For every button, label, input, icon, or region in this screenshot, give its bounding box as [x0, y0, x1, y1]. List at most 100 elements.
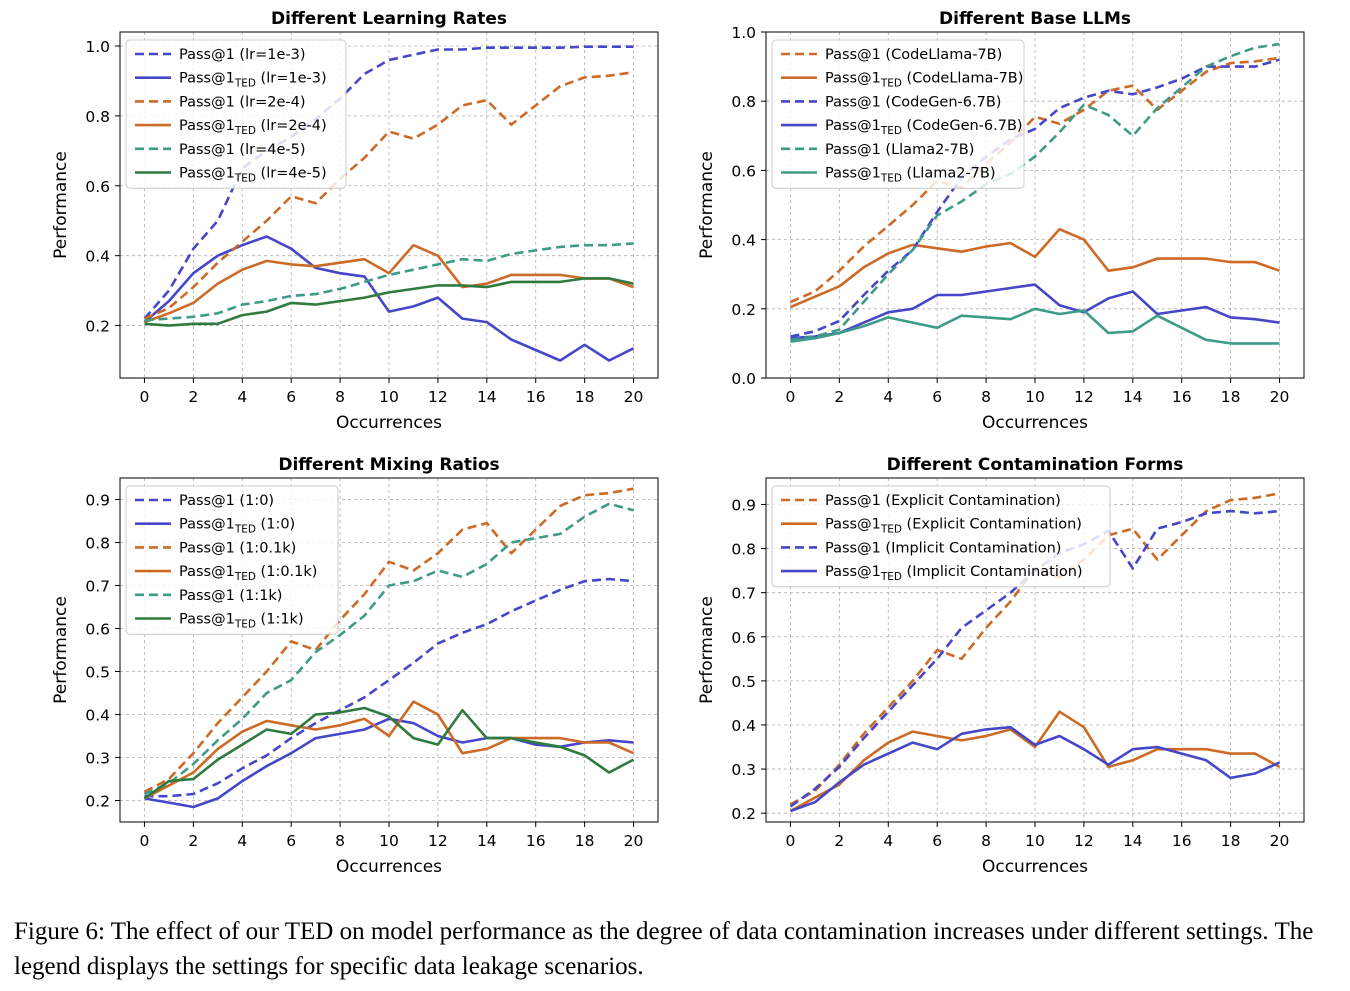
y-tick-label: 0.5 [731, 673, 756, 691]
plot-frame [119, 31, 659, 379]
x-tick-label: 4 [237, 832, 247, 850]
x-tick-label: 10 [379, 832, 399, 850]
x-tick-label: 4 [883, 388, 893, 406]
series-line-6 [790, 307, 1280, 345]
x-tick-label: 0 [140, 832, 150, 850]
y-tick-label: 0.2 [731, 805, 756, 823]
series-line-4 [790, 283, 1280, 340]
legend-label: Pass@1 (lr=1e-3) [179, 47, 305, 63]
y-axis-label: Performance [697, 151, 717, 259]
x-tick-label: 10 [379, 388, 399, 406]
x-tick-label: 20 [624, 388, 644, 406]
y-tick-label: 0.2 [85, 793, 110, 811]
legend-box [125, 39, 347, 189]
figure-caption: Figure 6: The effect of our TED on model… [14, 918, 1314, 980]
y-tick-label: 0.8 [731, 93, 756, 111]
x-tick-label: 14 [1123, 832, 1143, 850]
legend-label: Pass@1 (CodeGen-6.7B) [825, 94, 1001, 110]
x-tick-label: 12 [428, 832, 448, 850]
y-tick-label: 0.6 [731, 629, 756, 647]
x-tick-label: 10 [1025, 832, 1045, 850]
plot-frame [119, 477, 659, 823]
x-axis-label: Occurrences [336, 857, 442, 877]
series-line-3 [143, 487, 634, 794]
y-tick-label: 0.4 [731, 232, 756, 250]
y-tick-label: 0.8 [85, 535, 110, 553]
x-tick-label: 6 [286, 388, 296, 406]
series-lines [789, 42, 1280, 345]
legend-label: Pass@1TED (CodeGen-6.7B) [825, 118, 1023, 137]
legend-label: Pass@1TED (Explicit Contamination) [825, 517, 1082, 536]
chart-title: Different Base LLMs [939, 9, 1131, 29]
plot-frame [765, 477, 1305, 823]
legend-box [771, 485, 1111, 588]
x-tick-label: 2 [834, 832, 844, 850]
series-line-3 [143, 70, 634, 320]
legend-label: Pass@1 (Llama2-7B) [825, 142, 974, 158]
x-tick-label: 6 [932, 832, 942, 850]
y-axis-label: Performance [51, 151, 71, 259]
x-tick-label: 16 [1172, 832, 1192, 850]
x-axis-label: Occurrences [982, 857, 1088, 877]
legend: Pass@1 (Explicit Contamination) Pass@1TED… [771, 485, 1111, 588]
y-tick-label: 0.6 [731, 162, 756, 180]
x-tick-label: 12 [428, 388, 448, 406]
y-tick-label: 0.4 [731, 717, 756, 735]
chart-panel-1: 0 2 4 6 8 10 12 14 16 18 20 0.2 0.4 0.6 0.8 1.0 Differen… [51, 9, 659, 433]
legend-label: Pass@1 (1:0) [179, 493, 274, 509]
x-tick-label: 16 [526, 832, 546, 850]
x-tick-label: 0 [786, 388, 796, 406]
x-tick-label: 14 [477, 388, 497, 406]
series-line-4 [144, 243, 634, 324]
legend: Pass@1 (CodeLlama-7B) Pass@1TED (CodeLlam… [771, 39, 1025, 189]
series-line-1 [144, 577, 634, 798]
legend-box [125, 485, 339, 635]
x-tick-label: 0 [140, 388, 150, 406]
legend: Pass@1 (1:0) Pass@1TED (1:0) Pass@1 (1:0.1… [125, 485, 339, 635]
x-tick-label: 6 [932, 388, 942, 406]
series-line-6 [143, 706, 635, 800]
x-tick-label: 18 [1221, 388, 1241, 406]
x-axis-label: Occurrences [336, 413, 442, 433]
x-tick-label: 20 [1270, 832, 1290, 850]
legend-label: Pass@1 (1:0.1k) [179, 540, 296, 556]
series-line-4 [143, 700, 635, 800]
series-line-1 [789, 56, 1280, 304]
chart-title: Different Mixing Ratios [278, 455, 499, 475]
y-tick-label: 0.9 [731, 496, 756, 514]
y-tick-label: 0.7 [85, 578, 110, 596]
y-tick-label: 0.8 [85, 108, 110, 126]
series-line-4 [790, 725, 1281, 813]
y-tick-label: 0.0 [731, 370, 756, 388]
series-lines [143, 487, 635, 809]
series-line-6 [144, 277, 634, 327]
series-line-3 [790, 58, 1280, 338]
x-tick-label: 2 [834, 388, 844, 406]
legend-label: Pass@1TED (1:0) [179, 517, 295, 536]
x-tick-label: 8 [981, 832, 991, 850]
legend-box [771, 39, 1025, 189]
y-tick-label: 0.6 [85, 178, 110, 196]
legend-label: Pass@1TED (lr=2e-4) [179, 118, 327, 137]
series-line-5 [790, 42, 1280, 342]
y-tick-label: 0.9 [85, 492, 110, 510]
y-tick-label: 0.2 [85, 318, 110, 336]
series-lines [143, 45, 635, 362]
legend-label: Pass@1 (lr=4e-5) [179, 142, 305, 158]
legend-label: Pass@1 (lr=2e-4) [179, 94, 305, 110]
legend-label: Pass@1 (Explicit Contamination) [825, 493, 1061, 509]
y-tick-label: 0.3 [731, 761, 756, 779]
legend-label: Pass@1TED (Implicit Contamination) [825, 564, 1083, 583]
legend-label: Pass@1 (1:1k) [179, 588, 282, 604]
x-tick-label: 20 [624, 832, 644, 850]
y-tick-label: 0.6 [85, 621, 110, 639]
legend-label: Pass@1TED (CodeLlama-7B) [825, 71, 1023, 90]
y-tick-label: 1.0 [85, 38, 110, 56]
x-tick-label: 6 [286, 832, 296, 850]
legend-label: Pass@1 (Implicit Contamination) [825, 540, 1061, 556]
legend-label: Pass@1TED (1:1k) [179, 612, 304, 631]
plot-frame [765, 31, 1305, 379]
figure-canvas: 0 2 4 6 8 10 12 14 16 18 200.20.40.60.81.0Differen… [51, 9, 1305, 877]
x-tick-label: 18 [1221, 832, 1241, 850]
y-tick-label: 0.4 [85, 707, 110, 725]
